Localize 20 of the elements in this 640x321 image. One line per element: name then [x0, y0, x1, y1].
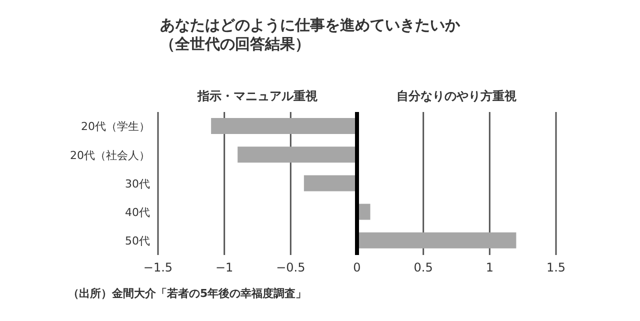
y-tick-label: 20代（学生） — [81, 120, 150, 134]
x-tick-label: 1 — [486, 260, 494, 275]
y-tick-label: 20代（社会人） — [70, 148, 150, 162]
bar — [238, 146, 357, 163]
chart-title: あなたはどのように仕事を進めていきたいか（全世代の回答結果） — [160, 16, 460, 54]
y-tick-label: 50代 — [125, 234, 150, 248]
x-tick-label: 0.5 — [414, 260, 433, 275]
y-tick-label: 30代 — [125, 177, 150, 190]
bar — [357, 232, 516, 248]
text: 指示・マニュアル重視 — [196, 88, 318, 105]
y-tick-label: 40代 — [125, 206, 150, 220]
bar — [304, 175, 357, 192]
x-tick-label: 1.5 — [546, 260, 566, 275]
x-tick-label: −0.5 — [276, 260, 306, 275]
x-tick-label: −1 — [215, 260, 234, 275]
x-tick-label: 0 — [353, 260, 361, 275]
text: （出所）金間大介「若者の5年後の幸福度調査」 — [68, 286, 307, 301]
text: 自分なりのやり方重視 — [396, 88, 518, 105]
x-tick-label: −1.5 — [143, 260, 173, 275]
bar — [211, 118, 357, 134]
